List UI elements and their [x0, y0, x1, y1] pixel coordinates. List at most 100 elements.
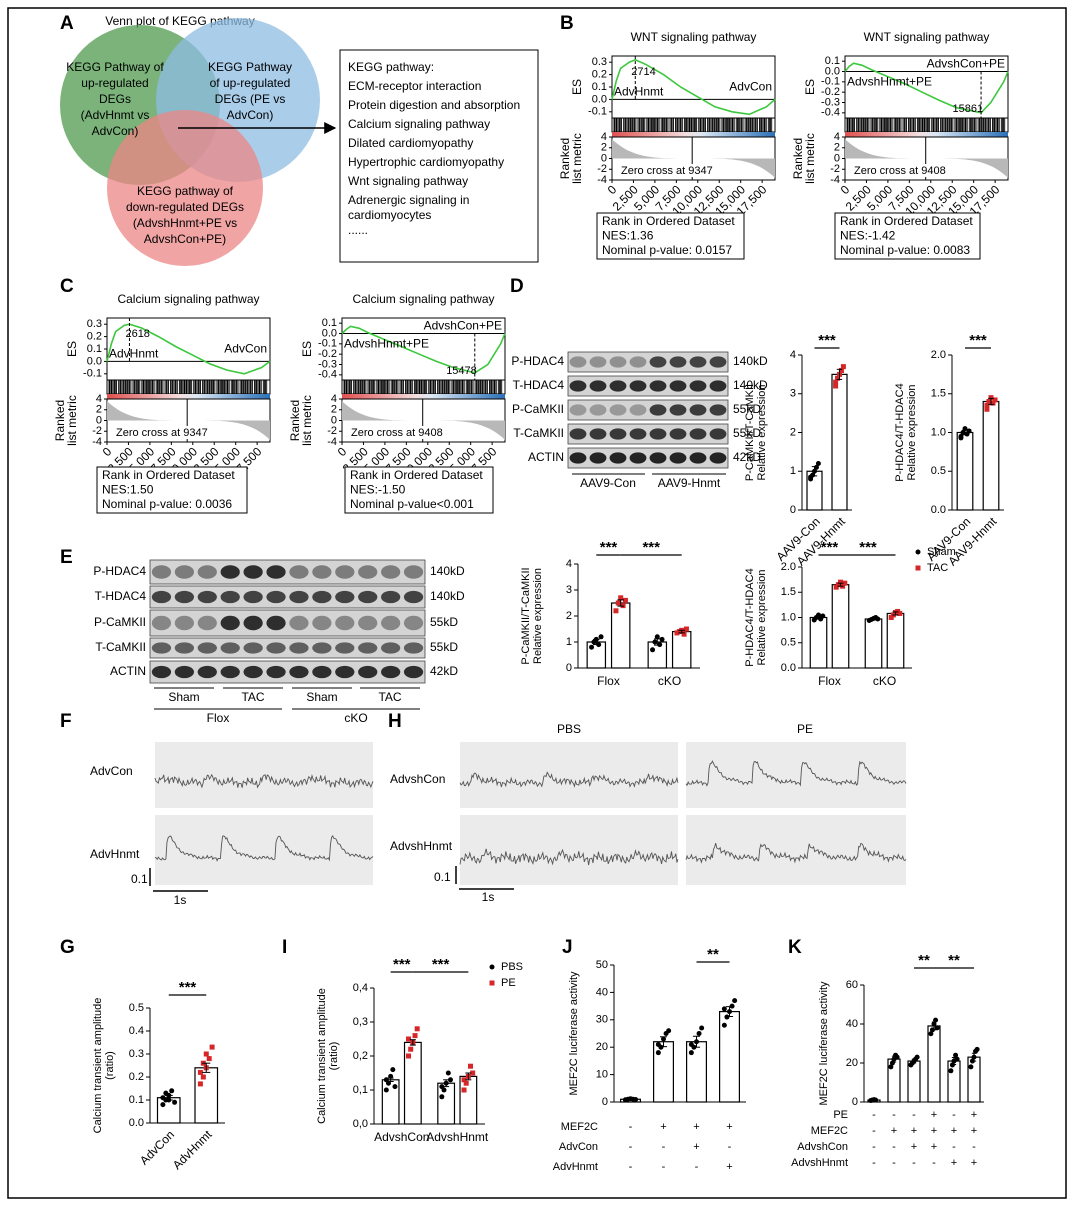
blot-band: [220, 642, 240, 654]
blot-band: [689, 404, 707, 416]
metric-axis-label: list metric: [803, 133, 817, 184]
bar: [647, 641, 668, 669]
blot-size-label: 55kD: [430, 640, 458, 654]
blot-band: [151, 615, 172, 631]
blot-row-label: ACTIN: [110, 664, 146, 678]
blot-size-label: 140kD: [733, 378, 768, 392]
data-point: [833, 584, 839, 590]
data-point: [681, 631, 687, 637]
blot-band: [669, 452, 687, 464]
y-tick-label: 0: [790, 504, 796, 516]
y-tick-label: 2: [790, 426, 796, 438]
y-tick-label: 0.0: [825, 65, 840, 77]
significance-label: ***: [821, 539, 839, 556]
blot-strip: [567, 447, 729, 469]
blot-size-label: 42kD: [430, 664, 458, 678]
y-tick-label: 2: [566, 610, 572, 622]
condition-mark: -: [629, 1161, 633, 1173]
blot-row-label: P-HDAC4: [93, 564, 146, 578]
group-label: AdvshCon+PE: [424, 319, 502, 333]
panel-label: I: [282, 937, 287, 958]
metric-axis-label: Ranked: [53, 400, 67, 441]
y-tick-label: 0.2: [592, 69, 607, 81]
venn-set: [107, 110, 263, 266]
blot-band: [709, 428, 727, 440]
y-tick-label: 0.3: [592, 56, 607, 68]
blot-band: [669, 404, 687, 416]
group-label: AdvCon: [729, 80, 772, 94]
stats-line: Nominal p-value<0.001: [350, 497, 474, 511]
blot-band: [151, 565, 172, 579]
data-point: [200, 1074, 206, 1080]
kegg-more: ......: [348, 223, 368, 237]
blot-band: [289, 665, 309, 679]
zero-cross-bg: [851, 164, 941, 177]
data-point: [172, 1099, 178, 1105]
condition-label: AdvHnmt: [553, 1161, 598, 1173]
kegg-item: Protein digestion and absorption: [348, 98, 520, 112]
blot-band: [197, 615, 217, 631]
blot-band: [403, 590, 424, 604]
y-axis-label: Calcium transient amplitude: [92, 998, 104, 1134]
condition-mark: -: [872, 1125, 876, 1137]
zero-cross-bg: [618, 164, 708, 177]
bar: [194, 1067, 219, 1124]
data-point: [160, 1095, 166, 1101]
legend-marker: [489, 980, 495, 986]
blot-band: [220, 665, 240, 679]
data-point: [622, 597, 628, 603]
venn-set-label: KEGG pathway of: [137, 184, 234, 198]
data-point: [461, 1087, 467, 1093]
blot-band: [629, 428, 647, 440]
metric-tick-label: 2: [834, 142, 840, 154]
stats-line: Rank in Ordered Dataset: [102, 468, 235, 482]
es-curve: [341, 325, 506, 374]
x-tick-label: Flox: [818, 674, 841, 688]
data-point: [445, 1070, 451, 1076]
venn-set-label: AdvshCon+PE): [144, 232, 226, 246]
blot-band: [381, 615, 401, 631]
data-point: [598, 634, 604, 640]
data-point: [615, 600, 621, 606]
y-axis-label: (ratio): [328, 1042, 340, 1071]
group-label: AdvHnmt: [614, 85, 664, 99]
zero-cross-bg: [348, 426, 438, 439]
y-tick-label: -0.2: [318, 348, 337, 360]
condition-mark: +: [911, 1125, 917, 1137]
blot-band: [266, 642, 286, 654]
trace-panel: [686, 815, 906, 885]
blot-band: [649, 452, 667, 464]
blot-band: [569, 380, 587, 392]
data-point: [197, 1069, 203, 1075]
data-point: [934, 1025, 940, 1031]
metric-axis-label: Ranked: [558, 138, 572, 179]
blot-band: [197, 665, 217, 679]
data-point: [657, 642, 663, 648]
blot-band: [220, 590, 240, 604]
venn-set-label: DEGs: [99, 92, 131, 106]
stats-box: [344, 466, 494, 514]
y-tick-label: 0,1: [353, 1084, 368, 1096]
y-axis-label: P-HDAC4/T-HDAC4: [744, 568, 756, 666]
stats-box: [96, 466, 248, 514]
y-axis-label: MEF2C luciferase activity: [818, 981, 830, 1106]
data-point: [620, 603, 626, 609]
bar: [927, 1025, 941, 1103]
trace-panel: [686, 742, 906, 808]
y-tick-label: -0.1: [821, 76, 840, 88]
metric-axis-label: list metric: [65, 395, 79, 446]
blot-band: [243, 665, 263, 679]
condition-mark: -: [872, 1157, 876, 1169]
legend-marker: [915, 549, 921, 555]
data-point: [986, 399, 992, 404]
y-tick-label: 30: [596, 1014, 608, 1026]
condition-label: AdvshHnmt: [791, 1157, 848, 1169]
stats-line: Nominal p-value: 0.0157: [602, 243, 732, 257]
metric-tick-label: 0: [96, 414, 102, 426]
condition-mark: -: [872, 1141, 876, 1153]
blot-strip: [149, 585, 426, 609]
data-point: [953, 1052, 959, 1058]
venn-set-label: AdvCon): [227, 108, 274, 122]
metric-tick-label: 0: [834, 152, 840, 164]
condition-label: AdvshCon: [797, 1141, 848, 1153]
